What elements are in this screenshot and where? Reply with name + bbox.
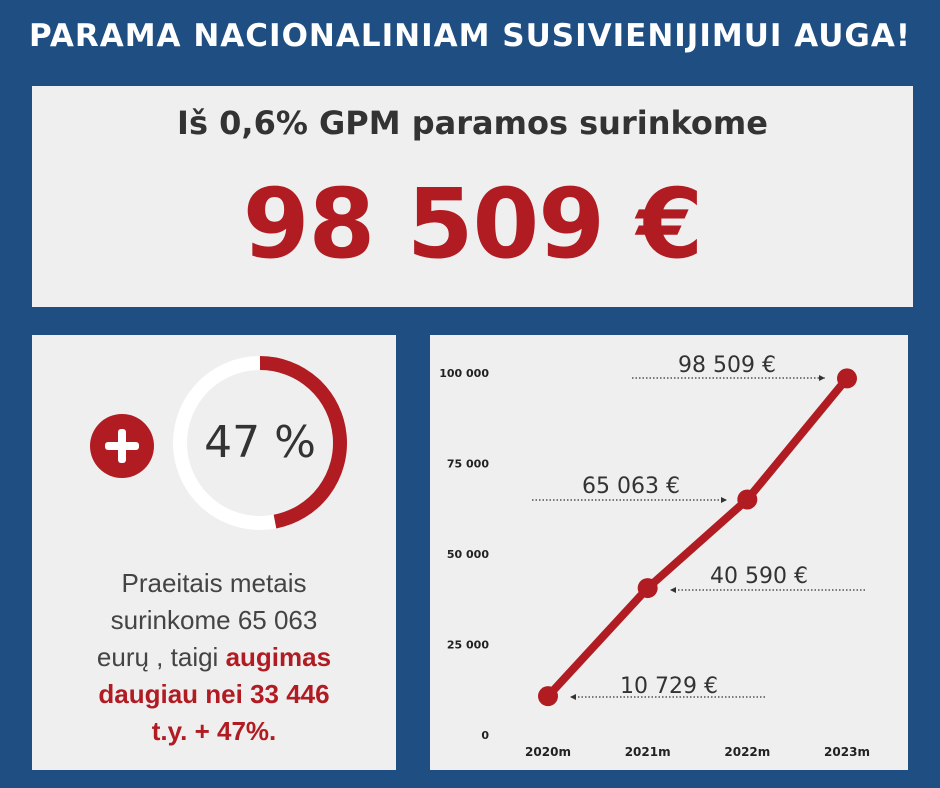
data-point	[538, 686, 558, 707]
leader-arrow	[570, 694, 576, 700]
growth-percent: 47 %	[204, 417, 316, 468]
data-point	[837, 368, 857, 389]
y-tick-label: 100 000	[439, 367, 489, 380]
y-tick-label: 75 000	[447, 458, 489, 471]
growth-description: Praeitais metais surinkome 65 063 eurų ,…	[52, 565, 376, 750]
data-label: 10 729 €	[620, 674, 718, 699]
y-tick-label: 25 000	[447, 639, 489, 652]
summary-amount: 98 509 €	[242, 168, 704, 280]
data-label: 65 063 €	[582, 474, 680, 499]
desc-line-2: surinkome 65 063	[110, 605, 318, 635]
x-tick-label: 2022m	[724, 745, 770, 759]
growth-panel: 47 % Praeitais metais surinkome 65 063 e…	[32, 335, 396, 770]
summary-subtitle: Iš 0,6% GPM paramos surinkome	[177, 104, 768, 142]
desc-highlight-1: augimas	[225, 642, 332, 672]
leader-arrow	[670, 587, 676, 593]
leader-arrow	[721, 497, 727, 503]
data-label: 40 590 €	[710, 564, 808, 589]
leader-arrow	[819, 375, 825, 381]
desc-line-1: Praeitais metais	[121, 568, 307, 598]
summary-panel: Iš 0,6% GPM paramos surinkome 98 509 €	[32, 86, 913, 307]
series-line	[545, 375, 851, 699]
data-label: 98 509 €	[678, 353, 776, 378]
desc-highlight-3: t.y. + 47%.	[151, 716, 277, 746]
x-tick-label: 2023m	[824, 745, 870, 759]
y-tick-label: 50 000	[447, 548, 489, 561]
growth-ring	[173, 356, 347, 530]
x-tick-label: 2020m	[525, 745, 571, 759]
headline: PARAMA NACIONALINIAM SUSIVIENIJIMUI AUGA…	[28, 18, 911, 54]
x-tick-label: 2021m	[625, 745, 671, 759]
plus-icon	[90, 414, 154, 478]
growth-ring-arc	[259, 356, 347, 529]
data-point	[737, 489, 758, 510]
desc-highlight-2: daugiau nei 33 446	[98, 679, 330, 709]
chart-panel: 0 25 000 50 000 75 000 100 000 2020m 2021m 2022…	[430, 335, 908, 770]
line-chart: 0 25 000 50 000 75 000 100 000 2020m 2021m 2022…	[439, 353, 870, 759]
desc-line-3: eurų , taigi	[96, 642, 226, 672]
y-tick-label: 0	[481, 729, 489, 742]
data-point	[637, 578, 658, 599]
